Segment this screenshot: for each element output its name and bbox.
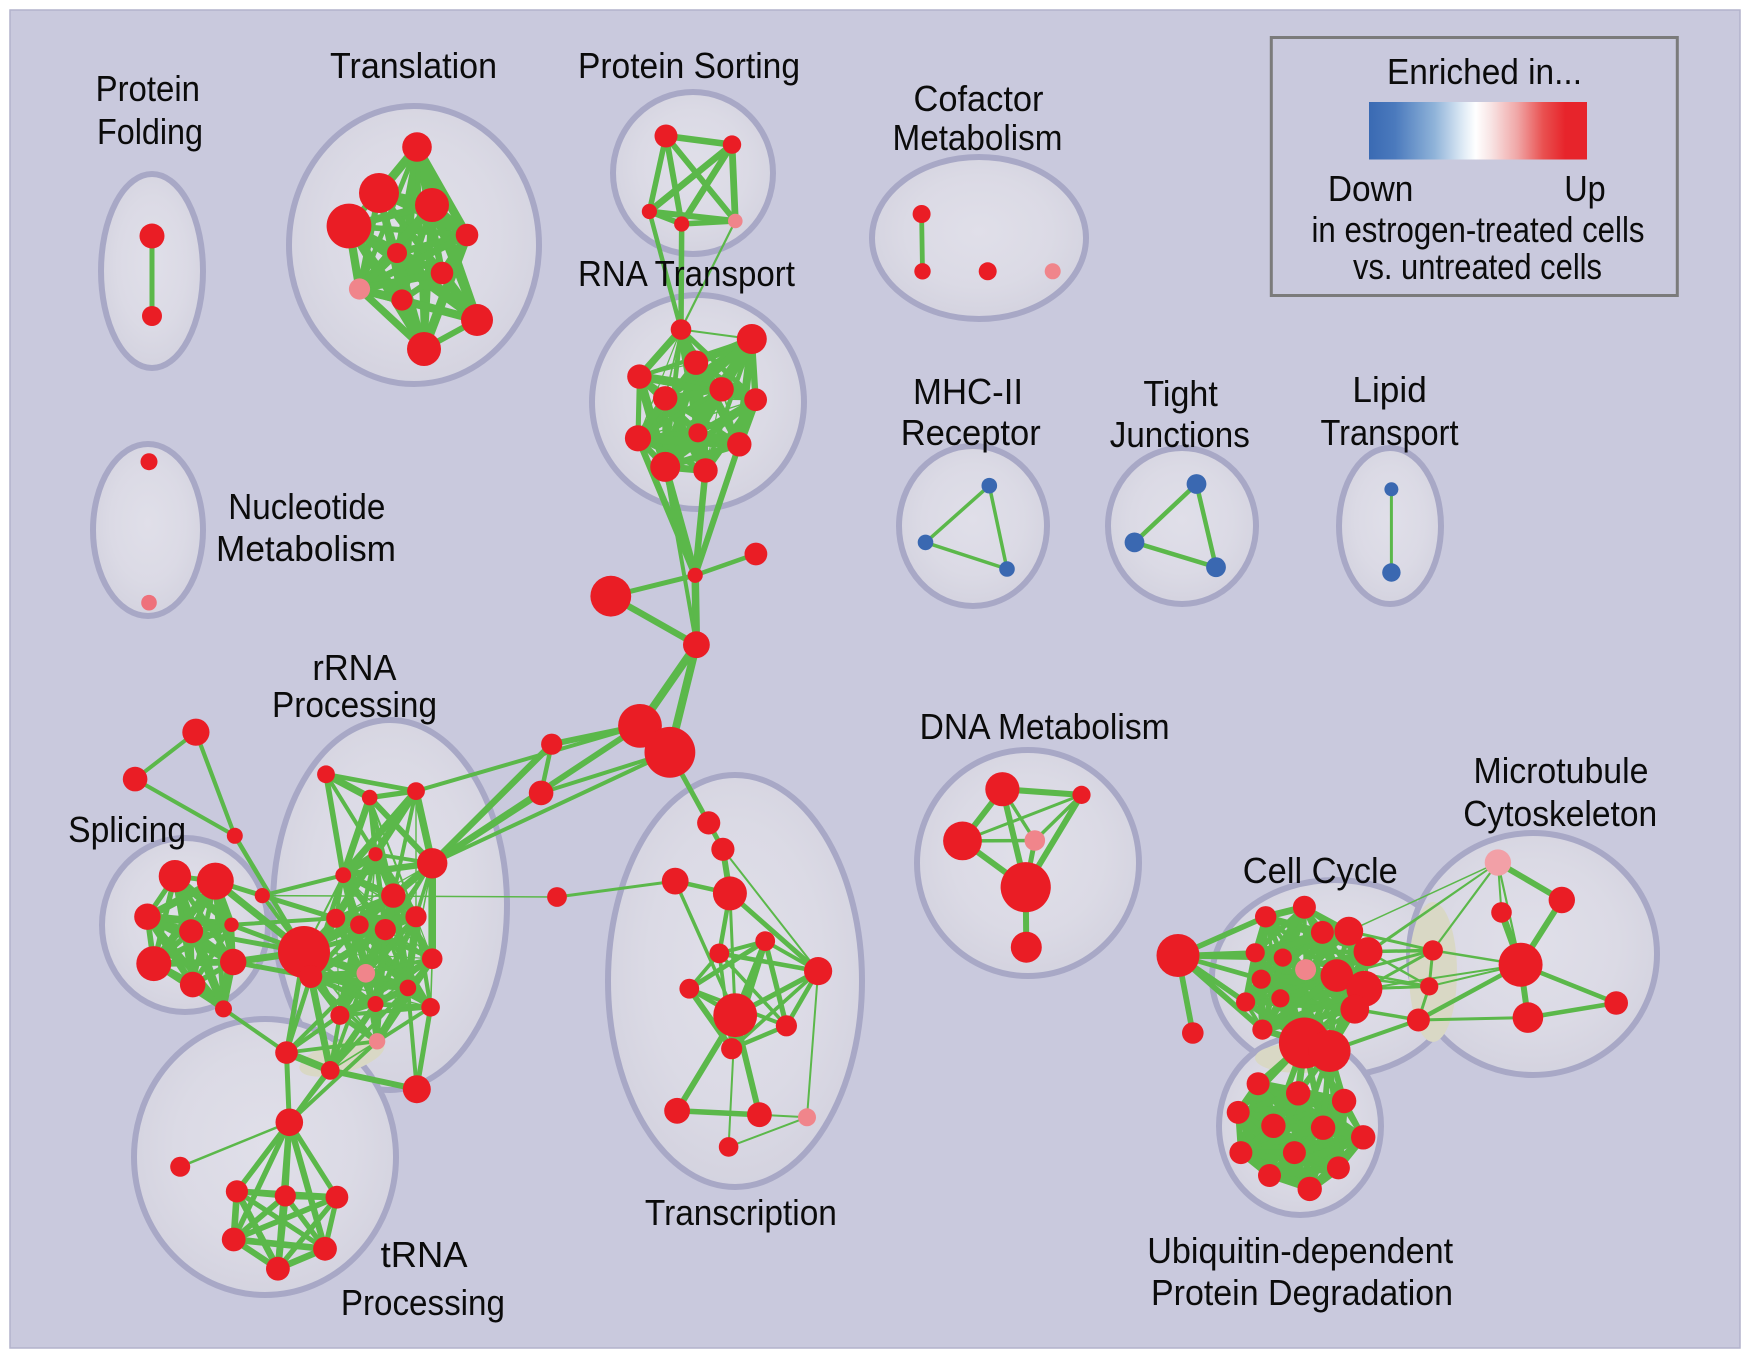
svg-text:Processing: Processing (272, 684, 437, 725)
svg-text:Protein Sorting: Protein Sorting (578, 45, 800, 86)
svg-text:DNA Metabolism: DNA Metabolism (920, 706, 1170, 747)
svg-text:Nucleotide: Nucleotide (228, 486, 385, 527)
svg-text:Splicing: Splicing (68, 809, 186, 850)
svg-text:Transport: Transport (1321, 412, 1459, 453)
svg-text:RNA Transport: RNA Transport (578, 253, 795, 294)
svg-text:Enriched in...: Enriched in... (1387, 51, 1582, 92)
svg-text:MHC-II: MHC-II (913, 371, 1023, 412)
svg-text:Up: Up (1564, 168, 1606, 209)
svg-text:Cytoskeleton: Cytoskeleton (1463, 793, 1657, 834)
svg-text:Processing: Processing (341, 1282, 505, 1323)
svg-text:Folding: Folding (97, 111, 203, 152)
svg-text:Lipid: Lipid (1352, 369, 1426, 410)
svg-text:Cell Cycle: Cell Cycle (1243, 850, 1398, 891)
svg-text:vs. untreated cells: vs. untreated cells (1353, 246, 1602, 287)
svg-text:tRNA: tRNA (381, 1234, 468, 1275)
svg-text:Metabolism: Metabolism (216, 528, 396, 569)
svg-text:Microtubule: Microtubule (1474, 750, 1649, 791)
svg-text:rRNA: rRNA (312, 647, 396, 688)
svg-text:Ubiquitin-dependent: Ubiquitin-dependent (1147, 1230, 1453, 1271)
svg-text:Receptor: Receptor (901, 412, 1041, 453)
svg-text:Protein: Protein (96, 68, 200, 109)
svg-text:Transcription: Transcription (645, 1192, 837, 1233)
svg-text:Cofactor: Cofactor (914, 78, 1044, 119)
svg-text:Junctions: Junctions (1110, 414, 1250, 455)
svg-text:Metabolism: Metabolism (893, 117, 1063, 158)
svg-text:Tight: Tight (1143, 373, 1217, 414)
svg-text:Down: Down (1328, 168, 1414, 209)
svg-text:Protein Degradation: Protein Degradation (1151, 1272, 1453, 1313)
svg-text:Translation: Translation (330, 45, 497, 86)
svg-text:in estrogen-treated cells: in estrogen-treated cells (1312, 209, 1645, 250)
